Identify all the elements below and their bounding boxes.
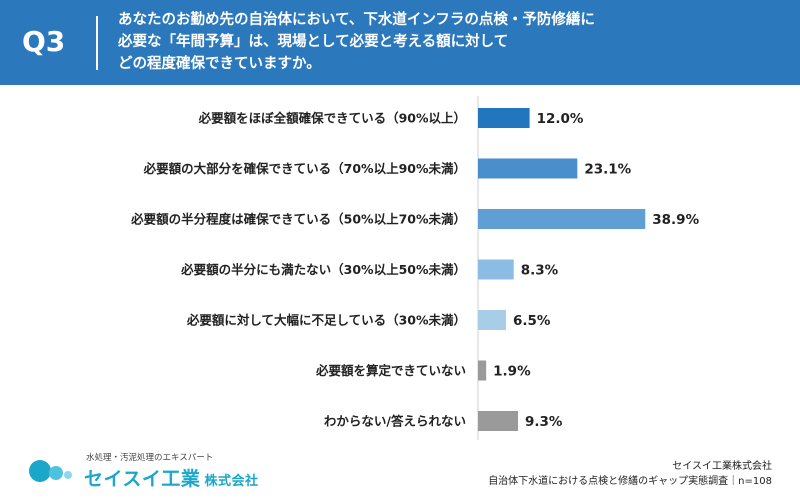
- question-line-3: どの程度確保できていますか。: [118, 56, 321, 72]
- bar: [478, 310, 506, 330]
- water-drop-icon: [29, 460, 72, 482]
- logo-suffix: 株式会社: [204, 474, 259, 489]
- logo-name: セイスイ工業 株式会社: [84, 464, 258, 491]
- source-survey: 自治体下水道における点検と修繕のギャップ実態調査｜n=108: [488, 476, 772, 487]
- bar: [478, 259, 514, 280]
- value-label: 1.9%: [493, 364, 531, 380]
- bar: [478, 158, 578, 179]
- bar: [478, 360, 487, 381]
- category-label: 必要額の半分程度は確保できている（50%以上70%未満）: [130, 212, 466, 227]
- value-label: 38.9%: [652, 212, 699, 228]
- logo-tagline: 水処理・汚泥処理のエキスパート: [86, 453, 214, 463]
- bar: [478, 411, 518, 431]
- question-line-1: あなたのお勤め先の自治体において、下水道インフラの点検・予防修繕に: [118, 12, 595, 28]
- bar-chart: 必要額をほぼ全額確保できている（90%以上） 12.0% 必要額の大部分を確保できて…: [130, 96, 700, 440]
- source-company: セイスイ工業株式会社: [672, 461, 772, 472]
- category-label: 必要額をほぼ全額確保できている（90%以上）: [198, 111, 466, 126]
- bar: [478, 209, 646, 229]
- logo-company-name: セイスイ工業: [84, 468, 201, 490]
- question-number: Q3: [22, 25, 66, 58]
- question-line-2: 必要な「年間予算」は、現場として必要と考える額に対して: [118, 34, 509, 50]
- bar: [478, 108, 530, 128]
- category-label: わからない/答えられない: [324, 414, 466, 429]
- category-label: 必要額の半分にも満たない（30%以上50%未満）: [180, 262, 466, 277]
- question-text: あなたのお勤め先の自治体において、下水道インフラの点検・予防修繕に 必要な「年間…: [118, 9, 778, 75]
- category-label: 必要額を算定できていない: [315, 363, 466, 378]
- source-note: セイスイ工業株式会社 自治体下水道における点検と修繕のギャップ実態調査｜n=10…: [488, 459, 772, 489]
- header-divider: [96, 16, 98, 70]
- company-logo: 水処理・汚泥処理のエキスパート セイスイ工業 株式会社: [28, 448, 288, 492]
- question-header: Q3 あなたのお勤め先の自治体において、下水道インフラの点検・予防修繕に 必要な…: [0, 0, 800, 85]
- value-label: 12.0%: [537, 111, 584, 127]
- value-label: 9.3%: [525, 414, 563, 430]
- category-label: 必要額の大部分を確保できている（70%以上90%未満）: [143, 161, 466, 176]
- value-label: 6.5%: [513, 313, 551, 329]
- value-label: 23.1%: [584, 162, 631, 178]
- value-label: 8.3%: [521, 263, 559, 279]
- category-label: 必要額に対して大幅に不足している（30%未満）: [186, 313, 466, 328]
